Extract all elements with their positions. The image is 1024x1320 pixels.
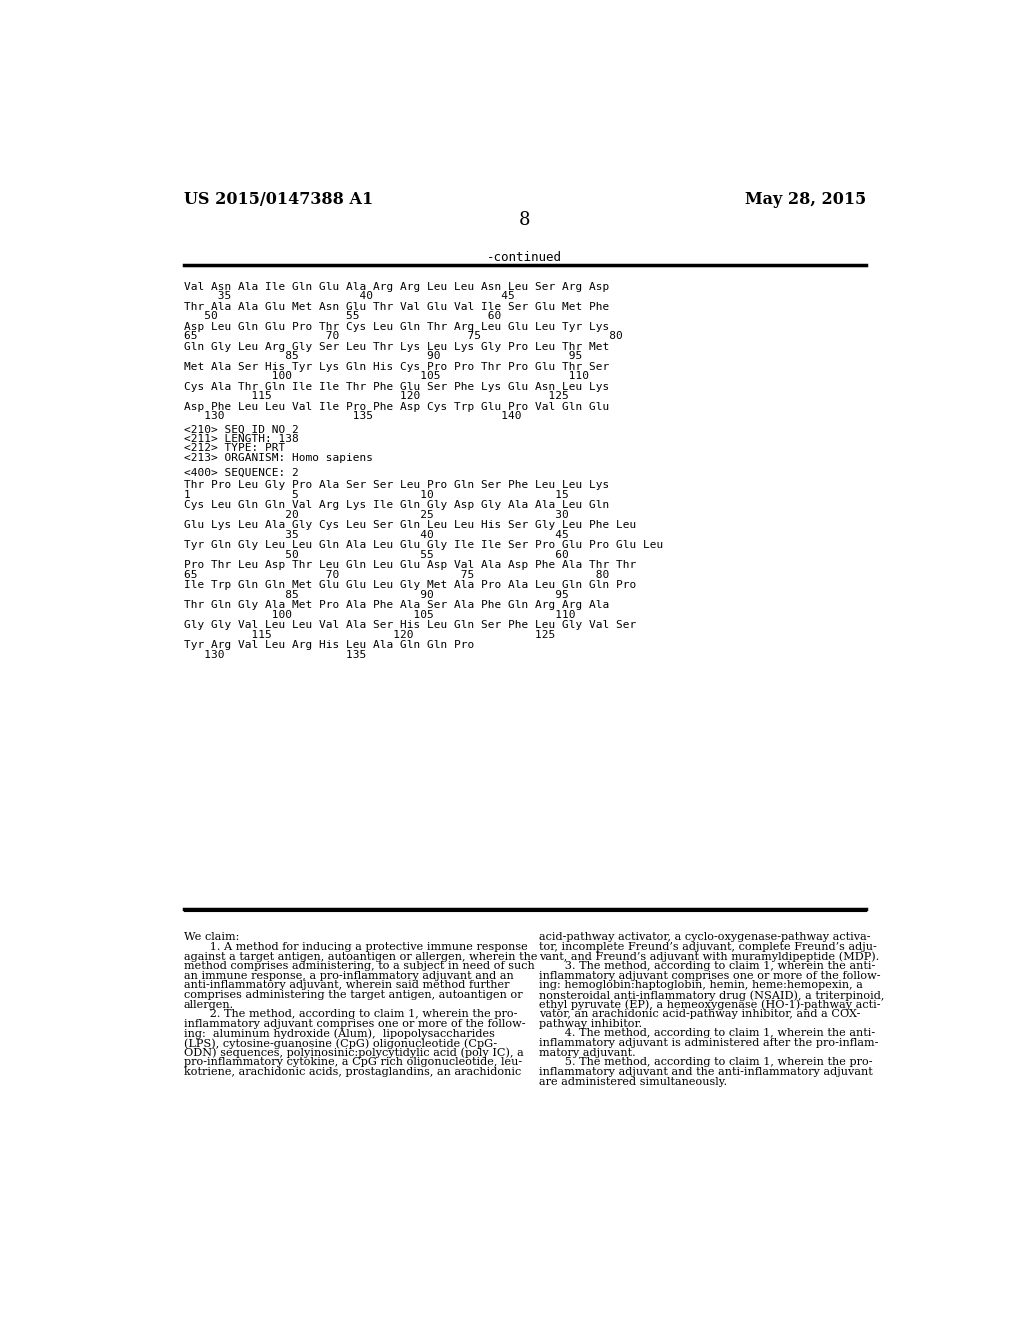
- Text: 20                  25                  30: 20 25 30: [183, 510, 568, 520]
- Text: tor, incomplete Freund’s adjuvant, complete Freund’s adju-: tor, incomplete Freund’s adjuvant, compl…: [539, 942, 877, 952]
- Text: Tyr Gln Gly Leu Leu Gln Ala Leu Glu Gly Ile Ile Ser Pro Glu Pro Glu Leu: Tyr Gln Gly Leu Leu Gln Ala Leu Glu Gly …: [183, 540, 664, 550]
- Text: Ile Trp Gln Gln Met Glu Glu Leu Gly Met Ala Pro Ala Leu Gln Gln Pro: Ile Trp Gln Gln Met Glu Glu Leu Gly Met …: [183, 581, 636, 590]
- Text: Pro Thr Leu Asp Thr Leu Gln Leu Glu Asp Val Ala Asp Phe Ala Thr Thr: Pro Thr Leu Asp Thr Leu Gln Leu Glu Asp …: [183, 561, 636, 570]
- Text: inflammatory adjuvant and the anti-inflammatory adjuvant: inflammatory adjuvant and the anti-infla…: [539, 1067, 872, 1077]
- Text: <400> SEQUENCE: 2: <400> SEQUENCE: 2: [183, 469, 299, 478]
- Text: <212> TYPE: PRT: <212> TYPE: PRT: [183, 444, 285, 453]
- Text: 1. A method for inducing a protective immune response: 1. A method for inducing a protective im…: [183, 942, 527, 952]
- Text: are administered simultaneously.: are administered simultaneously.: [539, 1077, 727, 1086]
- Text: nonsteroidal anti-inflammatory drug (NSAID), a triterpinoid,: nonsteroidal anti-inflammatory drug (NSA…: [539, 990, 884, 1001]
- Text: acid-pathway activator, a cyclo-oxygenase-pathway activa-: acid-pathway activator, a cyclo-oxygenas…: [539, 932, 870, 942]
- Text: May 28, 2015: May 28, 2015: [744, 191, 866, 207]
- Text: ing:  aluminum hydroxide (Alum),  lipopolysaccharides: ing: aluminum hydroxide (Alum), lipopoly…: [183, 1028, 495, 1039]
- Text: Cys Ala Thr Gln Ile Ile Thr Phe Glu Ser Phe Lys Glu Asn Leu Lys: Cys Ala Thr Gln Ile Ile Thr Phe Glu Ser …: [183, 381, 609, 392]
- Text: ing: hemoglobin:haptoglobin, hemin, heme:hemopexin, a: ing: hemoglobin:haptoglobin, hemin, heme…: [539, 981, 862, 990]
- Text: 50                   55                   60: 50 55 60: [183, 312, 501, 321]
- Text: 65                   70                  75                  80: 65 70 75 80: [183, 570, 609, 579]
- Text: Thr Pro Leu Gly Pro Ala Ser Ser Leu Pro Gln Ser Phe Leu Leu Lys: Thr Pro Leu Gly Pro Ala Ser Ser Leu Pro …: [183, 480, 609, 490]
- Text: Thr Gln Gly Ala Met Pro Ala Phe Ala Ser Ala Phe Gln Arg Arg Ala: Thr Gln Gly Ala Met Pro Ala Phe Ala Ser …: [183, 601, 609, 610]
- Text: matory adjuvant.: matory adjuvant.: [539, 1048, 635, 1057]
- Text: 65                   70                   75                   80: 65 70 75 80: [183, 331, 623, 341]
- Text: 1               5                  10                  15: 1 5 10 15: [183, 490, 568, 499]
- Text: 3. The method, according to claim 1, wherein the anti-: 3. The method, according to claim 1, whe…: [539, 961, 874, 972]
- Text: 35                  40                  45: 35 40 45: [183, 529, 568, 540]
- Text: vator, an arachidonic acid-pathway inhibitor, and a COX-: vator, an arachidonic acid-pathway inhib…: [539, 1010, 860, 1019]
- Text: Asp Leu Gln Glu Pro Thr Cys Leu Gln Thr Arg Leu Glu Leu Tyr Lys: Asp Leu Gln Glu Pro Thr Cys Leu Gln Thr …: [183, 322, 609, 331]
- Text: vant, and Freund’s adjuvant with muramyldipeptide (MDP).: vant, and Freund’s adjuvant with muramyl…: [539, 952, 879, 962]
- Text: 50                  55                  60: 50 55 60: [183, 549, 568, 560]
- Text: Val Asn Ala Ile Gln Glu Ala Arg Arg Leu Leu Asn Leu Ser Arg Asp: Val Asn Ala Ile Gln Glu Ala Arg Arg Leu …: [183, 281, 609, 292]
- Text: Asp Phe Leu Leu Val Ile Pro Phe Asp Cys Trp Glu Pro Val Gln Glu: Asp Phe Leu Leu Val Ile Pro Phe Asp Cys …: [183, 401, 609, 412]
- Text: 130                  135: 130 135: [183, 649, 366, 660]
- Text: Gln Gly Leu Arg Gly Ser Leu Thr Lys Leu Lys Gly Pro Leu Thr Met: Gln Gly Leu Arg Gly Ser Leu Thr Lys Leu …: [183, 342, 609, 351]
- Text: <210> SEQ ID NO 2: <210> SEQ ID NO 2: [183, 425, 299, 434]
- Text: Cys Leu Gln Gln Val Arg Lys Ile Gln Gly Asp Gly Ala Ala Leu Gln: Cys Leu Gln Gln Val Arg Lys Ile Gln Gly …: [183, 500, 609, 511]
- Text: 35                   40                   45: 35 40 45: [183, 290, 514, 301]
- Text: inflammatory adjuvant is administered after the pro-inflam-: inflammatory adjuvant is administered af…: [539, 1038, 879, 1048]
- Text: Gly Gly Val Leu Leu Val Ala Ser His Leu Gln Ser Phe Leu Gly Val Ser: Gly Gly Val Leu Leu Val Ala Ser His Leu …: [183, 620, 636, 631]
- Text: 4. The method, according to claim 1, wherein the anti-: 4. The method, according to claim 1, whe…: [539, 1028, 874, 1039]
- Text: comprises administering the target antigen, autoantigen or: comprises administering the target antig…: [183, 990, 522, 1001]
- Text: 130                   135                   140: 130 135 140: [183, 411, 521, 421]
- Text: an immune response, a pro-inflammatory adjuvant and an: an immune response, a pro-inflammatory a…: [183, 970, 514, 981]
- Text: 100                  105                  110: 100 105 110: [183, 610, 575, 619]
- Text: pro-inflammatory cytokine, a CpG rich oligonucleotide, leu-: pro-inflammatory cytokine, a CpG rich ol…: [183, 1057, 522, 1068]
- Text: 2. The method, according to claim 1, wherein the pro-: 2. The method, according to claim 1, whe…: [183, 1010, 517, 1019]
- Text: <211> LENGTH: 138: <211> LENGTH: 138: [183, 434, 299, 444]
- Text: 115                   120                   125: 115 120 125: [183, 391, 568, 401]
- Text: Thr Ala Ala Glu Met Asn Glu Thr Val Glu Val Ile Ser Glu Met Phe: Thr Ala Ala Glu Met Asn Glu Thr Val Glu …: [183, 302, 609, 312]
- Text: -continued: -continued: [487, 251, 562, 264]
- Text: 8: 8: [519, 211, 530, 228]
- Text: (LPS), cytosine-guanosine (CpG) oligonucleotide (CpG-: (LPS), cytosine-guanosine (CpG) oligonuc…: [183, 1038, 497, 1048]
- Text: against a target antigen, autoantigen or allergen, wherein the: against a target antigen, autoantigen or…: [183, 952, 538, 961]
- Text: kotriene, arachidonic acids, prostaglandins, an arachidonic: kotriene, arachidonic acids, prostagland…: [183, 1067, 521, 1077]
- Text: anti-inflammatory adjuvant, wherein said method further: anti-inflammatory adjuvant, wherein said…: [183, 981, 509, 990]
- Text: ODN) sequences, polyinosinic:polycytidylic acid (poly IC), a: ODN) sequences, polyinosinic:polycytidyl…: [183, 1048, 523, 1059]
- Text: 100                   105                   110: 100 105 110: [183, 371, 589, 381]
- Text: inflammatory adjuvant comprises one or more of the follow-: inflammatory adjuvant comprises one or m…: [539, 970, 881, 981]
- Text: ethyl pyruvate (EP), a hemeoxygenase (HO-1)-pathway acti-: ethyl pyruvate (EP), a hemeoxygenase (HO…: [539, 999, 881, 1010]
- Text: Tyr Arg Val Leu Arg His Leu Ala Gln Gln Pro: Tyr Arg Val Leu Arg His Leu Ala Gln Gln …: [183, 640, 474, 651]
- Text: inflammatory adjuvant comprises one or more of the follow-: inflammatory adjuvant comprises one or m…: [183, 1019, 525, 1028]
- Text: Met Ala Ser His Tyr Lys Gln His Cys Pro Pro Thr Pro Glu Thr Ser: Met Ala Ser His Tyr Lys Gln His Cys Pro …: [183, 362, 609, 372]
- Text: 115                  120                  125: 115 120 125: [183, 630, 555, 640]
- Text: Glu Lys Leu Ala Gly Cys Leu Ser Gln Leu Leu His Ser Gly Leu Phe Leu: Glu Lys Leu Ala Gly Cys Leu Ser Gln Leu …: [183, 520, 636, 531]
- Text: <213> ORGANISM: Homo sapiens: <213> ORGANISM: Homo sapiens: [183, 453, 373, 462]
- Text: 5. The method, according to claim 1, wherein the pro-: 5. The method, according to claim 1, whe…: [539, 1057, 872, 1068]
- Text: US 2015/0147388 A1: US 2015/0147388 A1: [183, 191, 373, 207]
- Text: allergen.: allergen.: [183, 999, 233, 1010]
- Text: pathway inhibitor.: pathway inhibitor.: [539, 1019, 642, 1028]
- Text: 85                  90                  95: 85 90 95: [183, 590, 568, 599]
- Text: method comprises administering, to a subject in need of such: method comprises administering, to a sub…: [183, 961, 535, 972]
- Text: 85                   90                   95: 85 90 95: [183, 351, 582, 360]
- Text: We claim:: We claim:: [183, 932, 240, 942]
